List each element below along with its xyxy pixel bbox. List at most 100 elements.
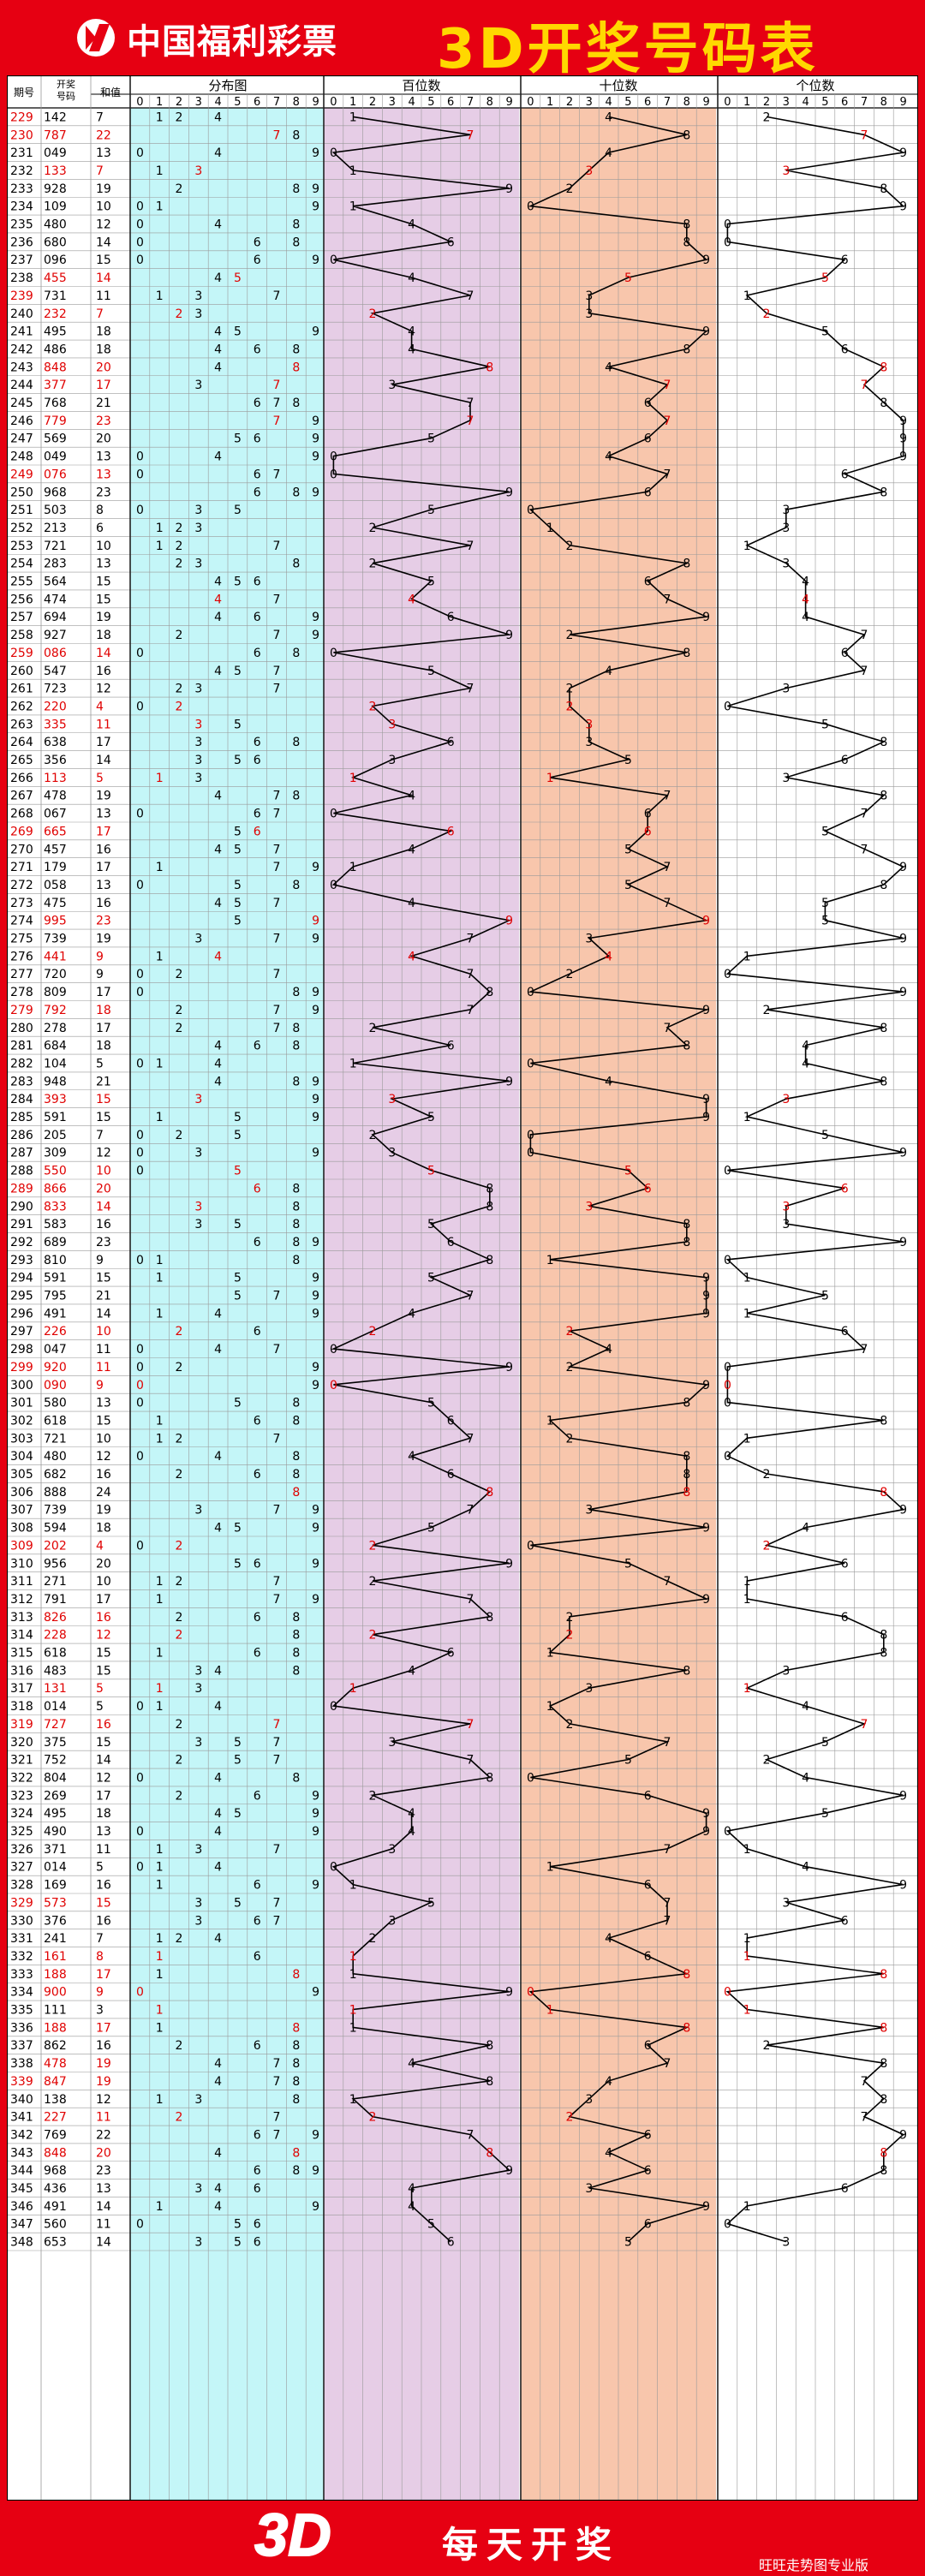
tens-mark: 9: [702, 1290, 710, 1303]
tens-mark: 9: [702, 1825, 710, 1839]
sum-value: 15: [96, 1093, 111, 1106]
hundreds-mark: 0: [330, 1343, 337, 1357]
distribution-mark: 4: [214, 450, 222, 464]
tens-mark: 2: [566, 1629, 574, 1643]
distribution-mark: 9: [312, 2164, 319, 2178]
distribution-mark: 9: [312, 253, 319, 267]
distribution-mark: 8: [292, 1647, 300, 1661]
period-label: 296: [10, 1307, 33, 1321]
sum-value: 4: [96, 700, 104, 713]
distribution-mark: 1: [156, 1861, 164, 1875]
distribution-mark: 4: [214, 1307, 222, 1321]
tens-mark: 8: [683, 1040, 690, 1053]
distribution-mark: 7: [273, 593, 281, 606]
sum-value: 9: [96, 1986, 104, 2000]
footer-slogan: 每天开奖: [442, 2524, 621, 2566]
distribution-mark: 9: [312, 1593, 319, 1607]
sum-value: 10: [96, 540, 111, 553]
tens-mark: 5: [624, 1557, 632, 1571]
ones-mark: 2: [763, 1468, 771, 1482]
tens-mark: 6: [644, 1950, 652, 1964]
hundreds-mark: 7: [467, 397, 474, 410]
hundreds-mark: 2: [369, 1129, 377, 1142]
ones-mark: 9: [899, 861, 907, 874]
distribution-mark: 3: [194, 558, 202, 571]
dist-digit-label: 3: [195, 96, 202, 109]
hundreds-mark: 4: [408, 2057, 415, 2071]
sum-value: 19: [96, 611, 111, 624]
distribution-mark: 6: [254, 2218, 261, 2232]
sum-value: 13: [96, 2182, 111, 2196]
distribution-mark: 1: [156, 1968, 164, 1982]
sum-value: 15: [96, 575, 111, 589]
ones-mark: 2: [763, 110, 771, 124]
winning-number: 694: [44, 611, 67, 624]
ones-mark: 1: [743, 1272, 751, 1285]
ones-mark: 8: [880, 1075, 887, 1088]
hundreds-trend-line: [331, 116, 512, 2243]
hundreds-mark: 6: [447, 1236, 455, 1249]
sum-value: 23: [96, 414, 111, 428]
winning-number: 684: [44, 1040, 67, 1053]
distribution-mark: 7: [273, 1718, 281, 1732]
ones-mark: 8: [880, 2093, 887, 2107]
distribution-mark: 3: [194, 1664, 202, 1678]
ones-mark: 1: [743, 1575, 751, 1589]
winning-number: 723: [44, 683, 67, 696]
distribution-mark: 7: [273, 289, 281, 303]
winning-number: 188: [44, 2021, 67, 2035]
sum-value: 10: [96, 1165, 111, 1178]
distribution-mark: 9: [312, 629, 319, 642]
sum-value: 11: [96, 1361, 111, 1374]
distribution-mark: 6: [254, 1879, 261, 1893]
winning-number: 142: [44, 110, 67, 124]
period-label: 311: [10, 1575, 33, 1589]
distribution-mark: 1: [156, 289, 164, 303]
hundreds-mark: 6: [447, 736, 455, 749]
hundreds-digit-label: 5: [427, 96, 434, 109]
distribution-mark: 7: [273, 629, 281, 642]
sum-value: 21: [96, 1075, 111, 1088]
distribution-mark: 8: [292, 1450, 300, 1464]
dist-digit-label: 9: [312, 96, 319, 109]
distribution-mark: 2: [176, 2039, 183, 2053]
sum-value: 16: [96, 1611, 111, 1625]
hundreds-mark: 2: [369, 1629, 377, 1643]
distribution-mark: 2: [176, 1022, 183, 1035]
winning-number: 956: [44, 1557, 67, 1571]
period-label: 250: [10, 486, 33, 499]
winning-number: 495: [44, 325, 67, 339]
tens-mark: 7: [664, 1575, 671, 1589]
distribution-mark: 0: [136, 468, 144, 481]
winning-number: 478: [44, 790, 67, 803]
hundreds-mark: 6: [447, 611, 455, 624]
tens-mark: 1: [546, 772, 554, 785]
ones-mark: 6: [841, 468, 849, 481]
hundreds-mark: 4: [408, 950, 415, 963]
ones-mark: 8: [880, 2164, 887, 2178]
hundreds-mark: 4: [408, 325, 415, 339]
distribution-mark: 1: [156, 1272, 164, 1285]
hundreds-mark: 1: [349, 2093, 357, 2107]
sum-value: 16: [96, 1914, 111, 1928]
ones-mark: 1: [743, 1682, 751, 1696]
ones-mark: 3: [782, 558, 790, 571]
sum-value: 14: [96, 271, 111, 285]
hundreds-mark: 3: [388, 1147, 396, 1160]
winning-number: 927: [44, 629, 67, 642]
tens-mark: 2: [566, 1325, 574, 1339]
ones-mark: 6: [841, 1557, 849, 1571]
distribution-mark: 6: [254, 1789, 261, 1803]
ones-mark: 8: [880, 2021, 887, 2035]
distribution-mark: 4: [214, 1664, 222, 1678]
ones-mark: 9: [899, 1147, 907, 1160]
distribution-mark: 0: [136, 986, 144, 999]
tens-mark: 5: [624, 2236, 632, 2250]
period-label: 342: [10, 2128, 33, 2142]
hundreds-mark: 9: [505, 486, 513, 499]
hundreds-mark: 2: [369, 522, 377, 535]
winning-number: 455: [44, 271, 67, 285]
sum-value: 13: [96, 1397, 111, 1410]
winning-number: 547: [44, 665, 67, 678]
tens-mark: 7: [664, 1843, 671, 1857]
